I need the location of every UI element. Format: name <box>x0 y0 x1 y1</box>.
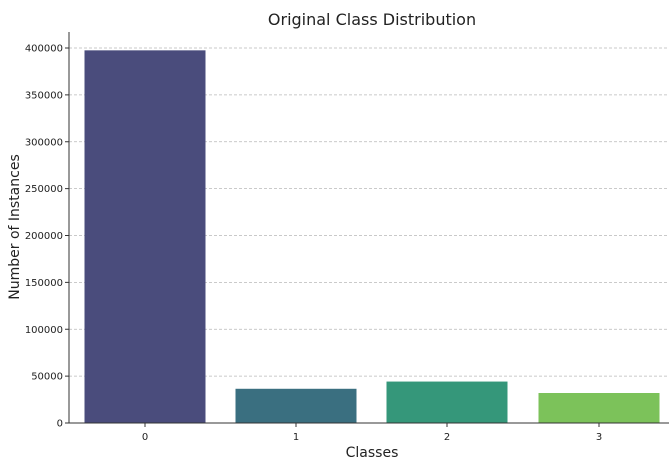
y-tick-label: 100000 <box>25 325 63 336</box>
x-tick-label: 2 <box>444 432 450 443</box>
x-ticks: 0 1 2 3 <box>142 423 602 443</box>
x-axis-title: Classes <box>346 445 399 458</box>
y-tick-label: 350000 <box>25 90 63 101</box>
bar-class-3 <box>538 393 660 423</box>
chart-title: Original Class Distribution <box>268 10 476 29</box>
x-tick-label: 1 <box>293 432 299 443</box>
bar-class-2 <box>386 381 508 423</box>
y-axis-title: Number of Instances <box>7 154 23 299</box>
x-tick-label: 0 <box>142 432 148 443</box>
y-ticks: 0 50000 100000 150000 200000 250000 300000 3500… <box>25 44 69 430</box>
y-tick-label: 150000 <box>25 278 63 289</box>
y-tick-label: 50000 <box>31 372 63 383</box>
y-tick-label: 300000 <box>25 137 63 148</box>
axes <box>68 32 669 424</box>
y-tick-label: 400000 <box>25 44 63 55</box>
bars <box>84 50 660 423</box>
y-tick-label: 250000 <box>25 184 63 195</box>
bar-class-0 <box>84 50 206 423</box>
bar-class-1 <box>235 388 357 423</box>
y-tick-label: 200000 <box>25 231 63 242</box>
y-tick-label: 0 <box>57 419 63 430</box>
x-tick-label: 3 <box>596 432 602 443</box>
